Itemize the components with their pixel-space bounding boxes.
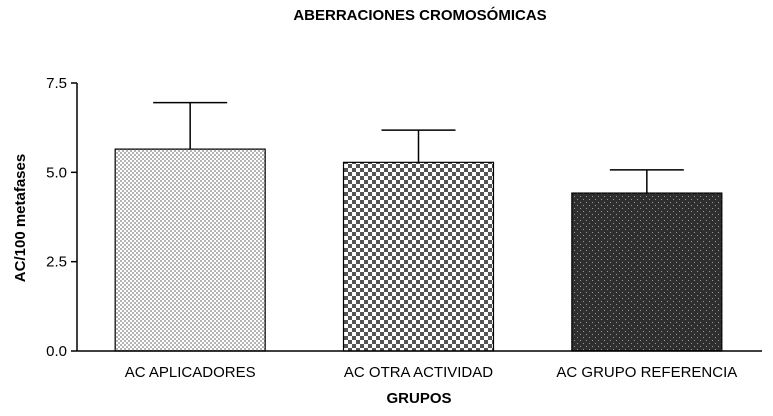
- chart-title: ABERRACIONES CROMOSÓMICAS: [293, 6, 546, 24]
- category-label-2: AC OTRA ACTIVIDAD: [344, 364, 493, 381]
- y-axis-label: AC/100 metafases: [12, 154, 29, 282]
- x-axis-label: GRUPOS: [386, 390, 451, 407]
- bar-3: [571, 192, 723, 352]
- category-label-3: AC GRUPO REFERENCIA: [556, 364, 737, 381]
- bar-2: [342, 161, 495, 352]
- y-tick-label-2: 2.5: [46, 254, 67, 271]
- y-tick-label-4: 7.5: [46, 75, 67, 92]
- category-label-1: AC APLICADORES: [125, 364, 256, 381]
- bar-1: [114, 148, 266, 352]
- y-tick-label-1: 0.0: [46, 343, 67, 360]
- y-tick-label-3: 5.0: [46, 164, 67, 181]
